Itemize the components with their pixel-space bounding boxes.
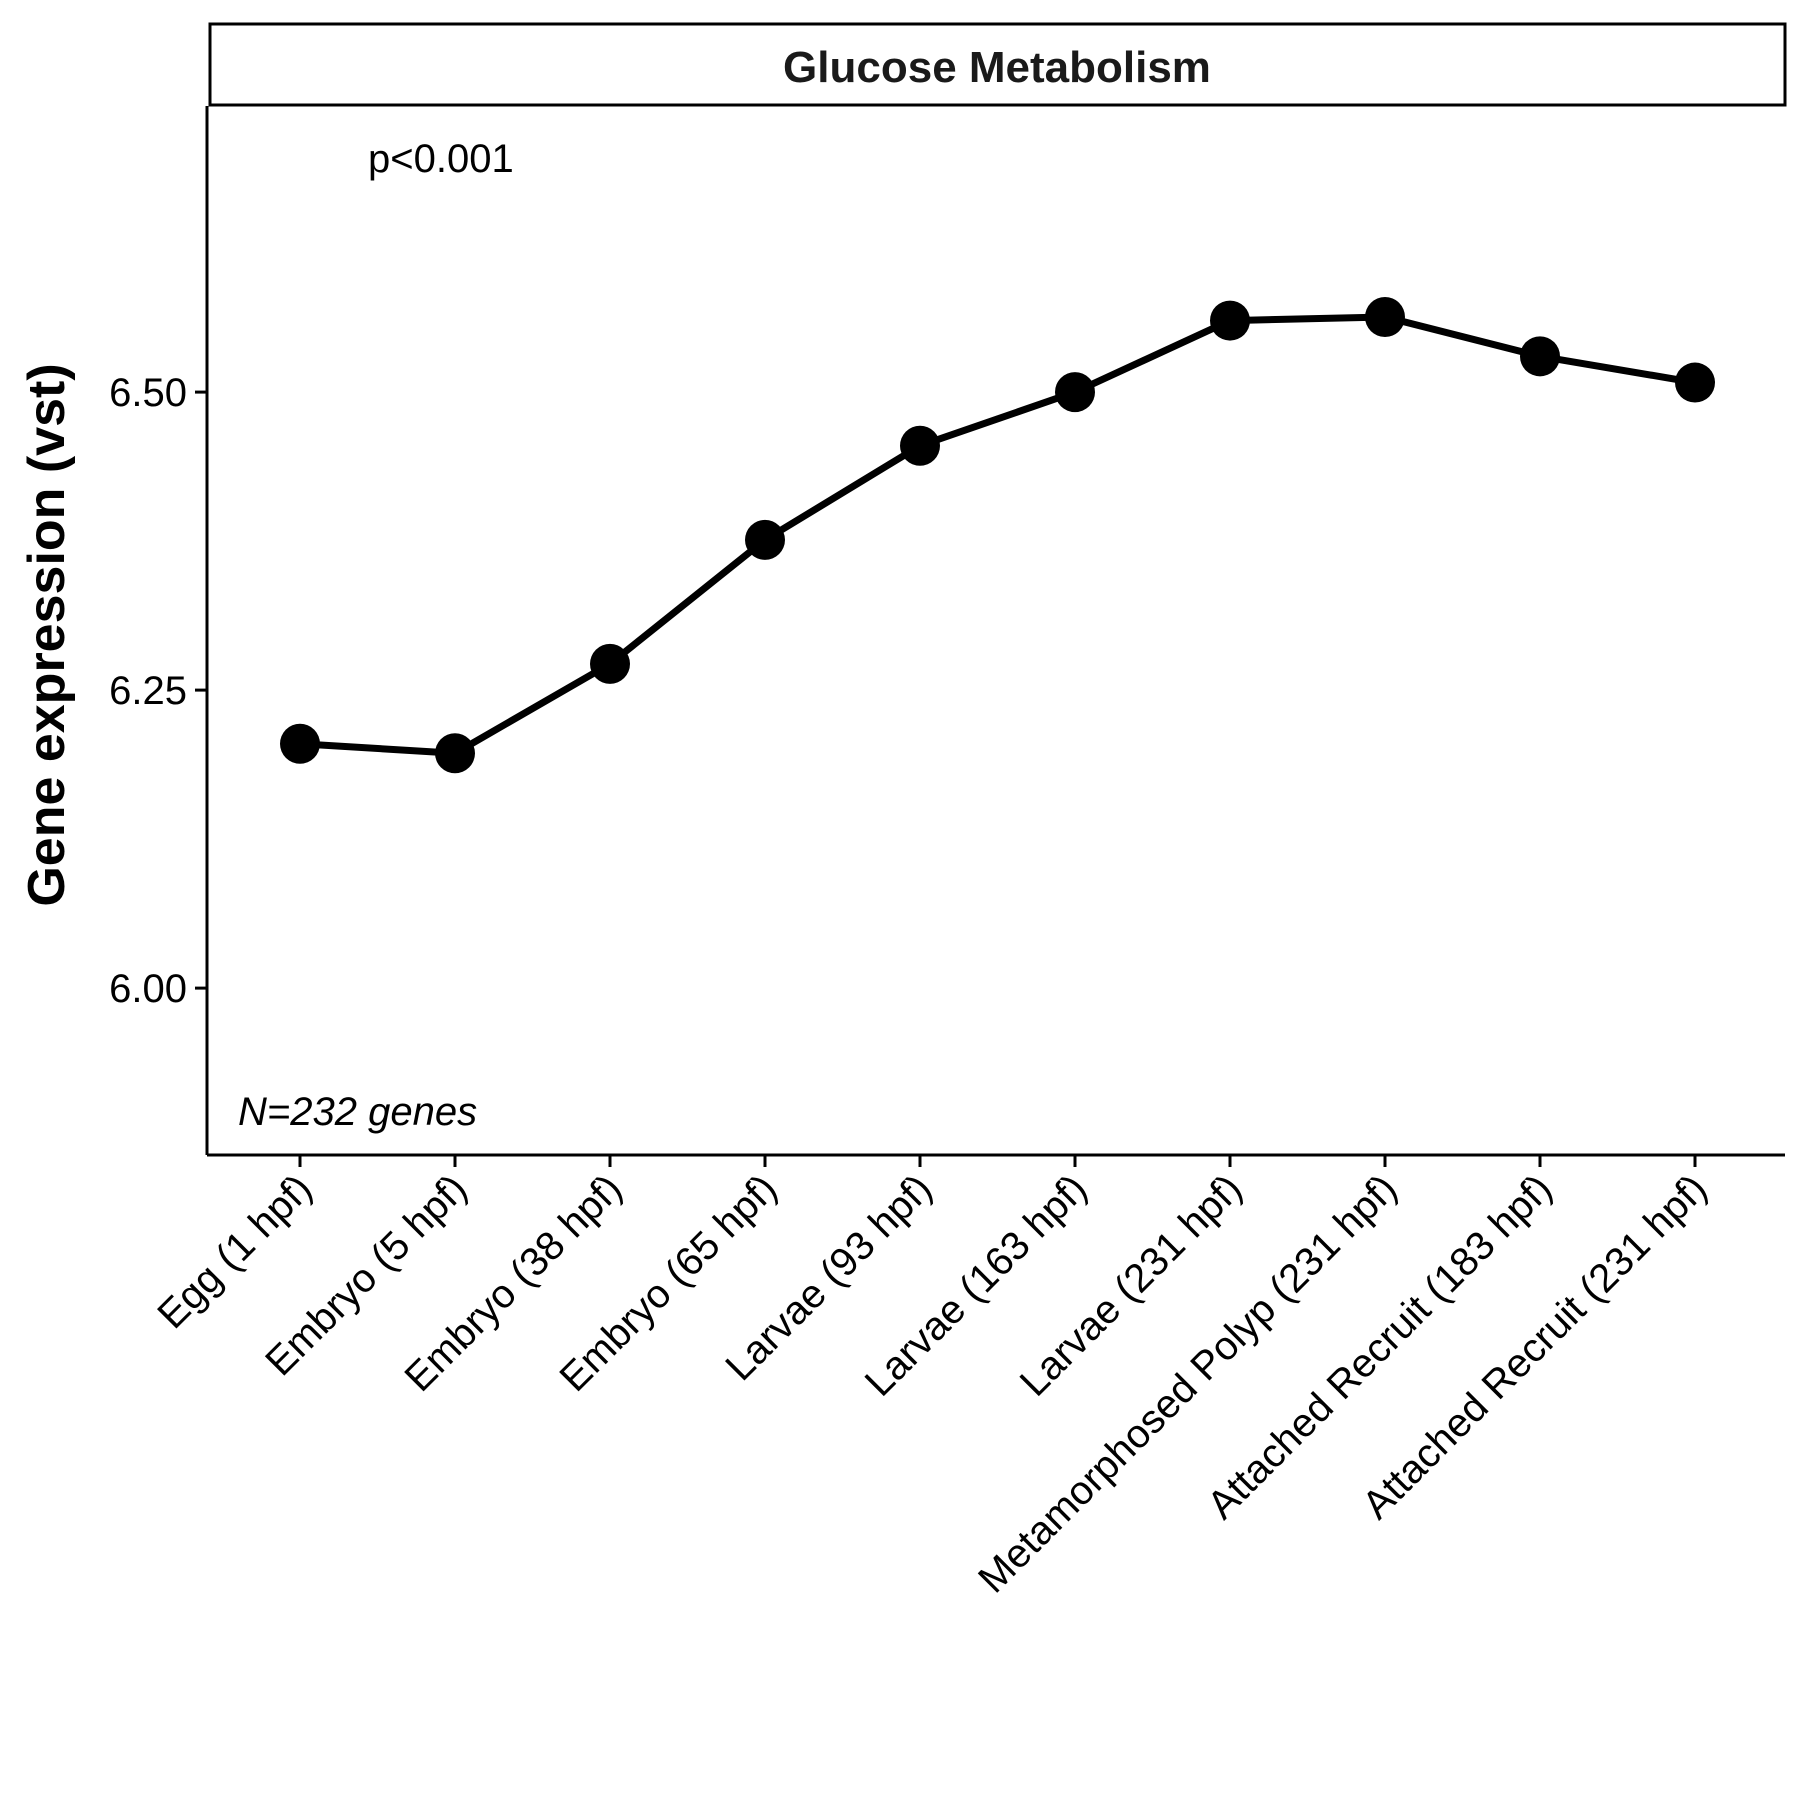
series-line bbox=[299, 313, 1696, 757]
y-tick-label: 6.00 bbox=[109, 967, 187, 1011]
gene-count-annotation: N=232 genes bbox=[238, 1090, 477, 1134]
y-ticks: 6.00 6.25 6.50 bbox=[109, 371, 207, 1011]
y-axis-title: Gene expression (vst) bbox=[18, 363, 76, 906]
data-point bbox=[435, 733, 475, 774]
x-tick-label: Egg (1 hpf) bbox=[149, 1166, 320, 1337]
chart-title: Glucose Metabolism bbox=[783, 43, 1211, 92]
data-point bbox=[280, 723, 320, 764]
data-point bbox=[590, 643, 630, 684]
data-point bbox=[1055, 372, 1095, 413]
p-value-annotation: p<0.001 bbox=[368, 137, 514, 181]
x-ticks: Egg (1 hpf)Embryo (5 hpf)Embryo (38 hpf)… bbox=[149, 1155, 1715, 1601]
facet-strip bbox=[208, 22, 1787, 107]
y-tick-label: 6.50 bbox=[109, 371, 187, 415]
data-point bbox=[1365, 296, 1405, 337]
data-point bbox=[1520, 336, 1560, 377]
series-layer bbox=[280, 296, 1715, 774]
data-point bbox=[1210, 300, 1250, 341]
data-point bbox=[900, 425, 940, 466]
data-point bbox=[745, 519, 785, 560]
data-point bbox=[1675, 362, 1715, 403]
y-tick-label: 6.25 bbox=[109, 669, 187, 713]
